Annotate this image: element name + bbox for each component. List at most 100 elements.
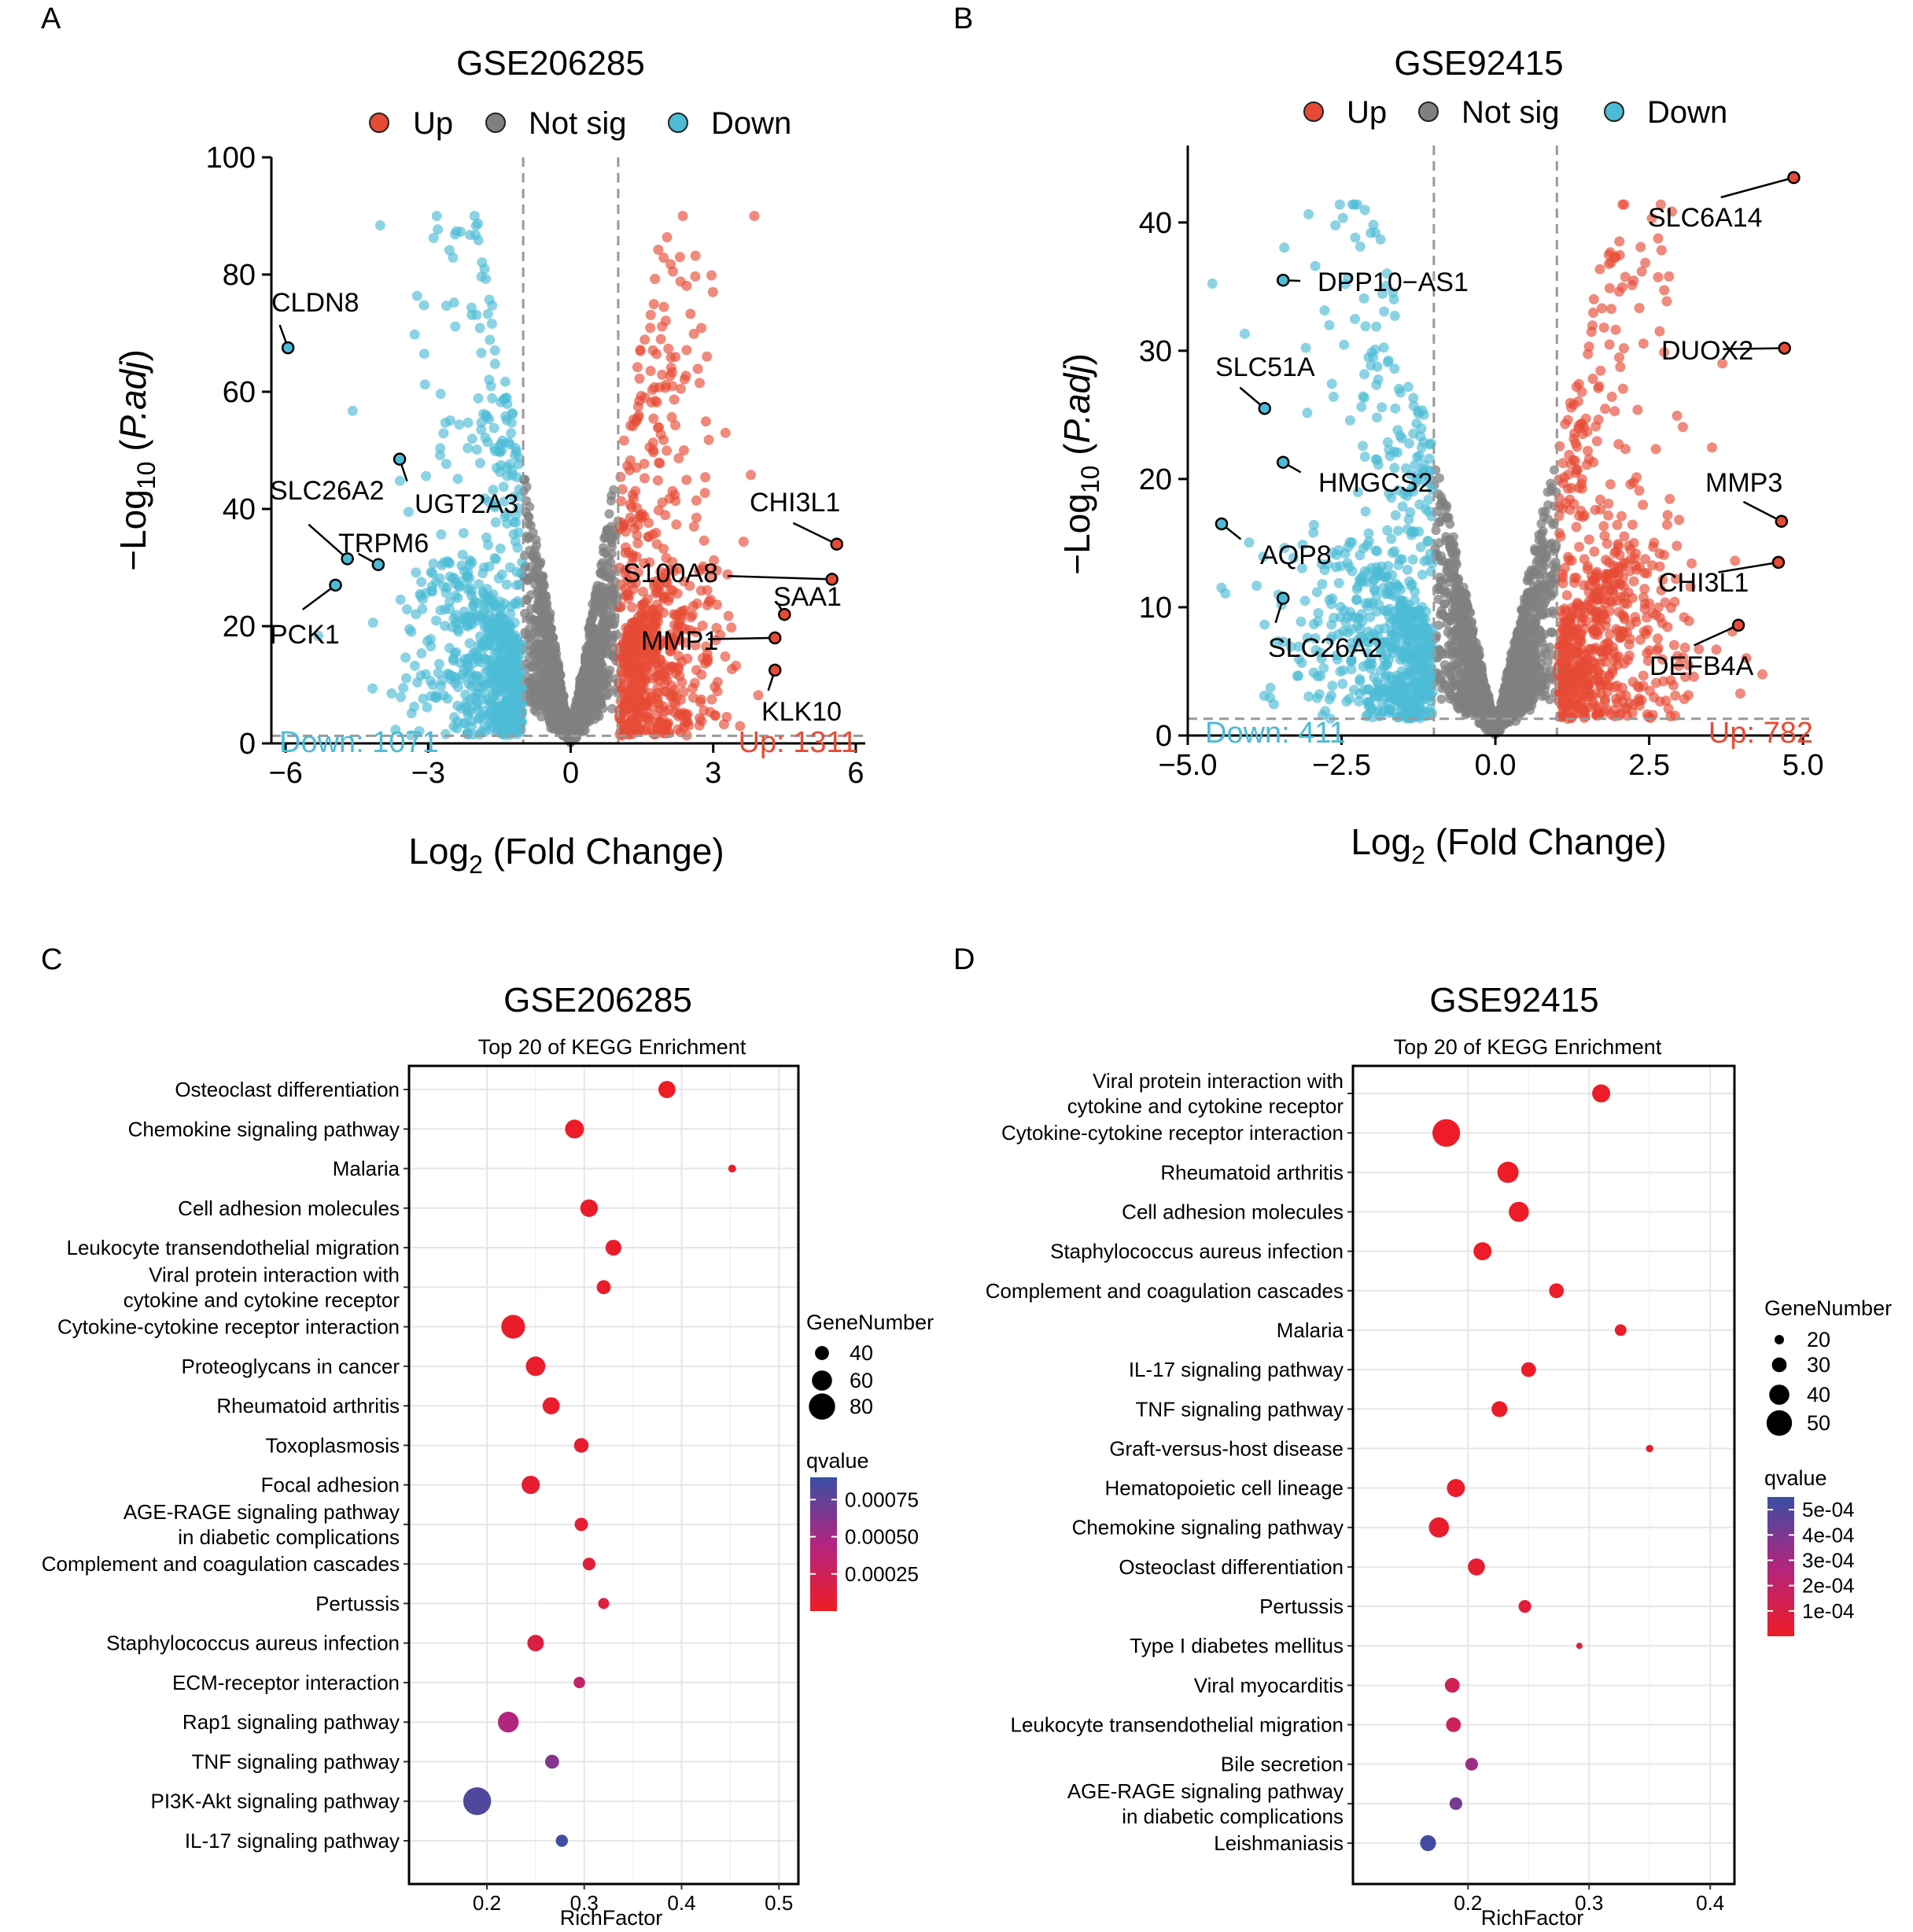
point-notsig — [606, 581, 616, 592]
point-up — [738, 536, 749, 548]
point-down — [511, 566, 522, 577]
point-notsig — [596, 621, 606, 631]
point-notsig — [1463, 673, 1473, 684]
point-up — [1594, 680, 1605, 691]
point-notsig — [574, 718, 584, 728]
point-up — [1614, 563, 1625, 574]
gene-point — [329, 578, 342, 592]
point-down — [482, 308, 493, 319]
point-notsig — [525, 520, 536, 530]
point-notsig — [597, 566, 607, 577]
volcano-a-points — [313, 211, 764, 747]
panel-label-a: A — [41, 2, 61, 35]
point-down — [448, 721, 459, 732]
point-notsig — [1442, 587, 1452, 597]
point-notsig — [568, 724, 578, 735]
point-notsig — [598, 641, 608, 651]
point-up — [1638, 670, 1649, 681]
point-up — [1640, 257, 1651, 268]
point-up — [722, 569, 733, 580]
point-down — [417, 603, 428, 614]
point-notsig — [1543, 657, 1553, 667]
point-up — [1634, 485, 1645, 496]
point-up — [1581, 459, 1592, 470]
point-notsig — [1458, 662, 1469, 672]
gene-point — [371, 558, 385, 572]
point-up — [634, 373, 645, 384]
point-up — [1563, 469, 1574, 480]
point-down — [395, 594, 406, 605]
point-down — [416, 577, 427, 588]
point-up — [1573, 420, 1584, 431]
gene-label: TRPM6 — [338, 529, 429, 559]
point-down — [480, 667, 491, 678]
point-up — [727, 664, 737, 675]
point-up — [1638, 680, 1649, 691]
point-down — [495, 622, 506, 633]
point-down — [367, 683, 378, 694]
point-down — [503, 677, 514, 688]
legend-up-icon — [369, 112, 389, 133]
point-notsig — [556, 691, 566, 702]
point-up — [632, 362, 643, 373]
point-notsig — [1431, 525, 1441, 536]
x-tick-label: 6 — [847, 757, 864, 790]
point-notsig — [607, 542, 617, 551]
point-up — [753, 690, 764, 701]
point-down — [464, 573, 475, 584]
point-notsig — [548, 693, 558, 702]
point-up — [1659, 285, 1670, 296]
point-up — [1558, 700, 1569, 711]
point-notsig — [536, 712, 547, 722]
point-down — [437, 675, 448, 686]
point-up — [1588, 606, 1598, 617]
point-notsig — [1521, 666, 1531, 676]
point-up — [658, 607, 669, 618]
point-down — [476, 271, 487, 282]
point-up — [645, 309, 656, 320]
point-notsig — [1524, 600, 1534, 610]
point-up — [663, 595, 674, 607]
point-down — [426, 581, 437, 592]
point-notsig — [555, 679, 565, 689]
point-notsig — [578, 691, 588, 700]
point-down — [477, 676, 488, 687]
point-up — [1574, 541, 1585, 552]
point-up — [1598, 521, 1609, 532]
point-down — [503, 709, 514, 720]
gene-point — [281, 341, 295, 355]
point-notsig — [1504, 690, 1513, 700]
point-up — [1677, 422, 1688, 433]
point-down — [470, 647, 481, 658]
point-up — [1583, 534, 1594, 545]
point-down — [451, 578, 461, 589]
point-up — [1634, 700, 1645, 711]
point-up — [1661, 519, 1672, 530]
point-down — [442, 693, 453, 704]
point-notsig — [588, 610, 598, 620]
volcano-b-title: GSE92415 — [1394, 44, 1563, 83]
point-notsig — [1451, 625, 1461, 635]
point-notsig — [1517, 632, 1527, 643]
point-notsig — [591, 588, 601, 599]
point-up — [1591, 436, 1602, 447]
point-up — [700, 472, 711, 483]
point-up — [1661, 296, 1672, 307]
point-up — [1672, 411, 1683, 421]
point-up — [1576, 505, 1587, 516]
point-down — [421, 470, 432, 481]
point-up — [621, 542, 631, 553]
volcano-a-legend: Up Not sig Down — [369, 106, 791, 141]
point-up — [651, 396, 662, 407]
panel-label-c: C — [41, 943, 62, 976]
point-notsig — [1534, 625, 1544, 635]
point-down — [516, 699, 527, 709]
point-up — [625, 723, 636, 734]
y-tick-label: 40 — [223, 493, 256, 526]
point-up — [1609, 647, 1620, 658]
panel-label-d: D — [953, 943, 975, 976]
point-up — [1588, 293, 1599, 304]
point-notsig — [1531, 546, 1541, 556]
point-notsig — [1458, 613, 1469, 623]
point-up — [1604, 339, 1615, 350]
